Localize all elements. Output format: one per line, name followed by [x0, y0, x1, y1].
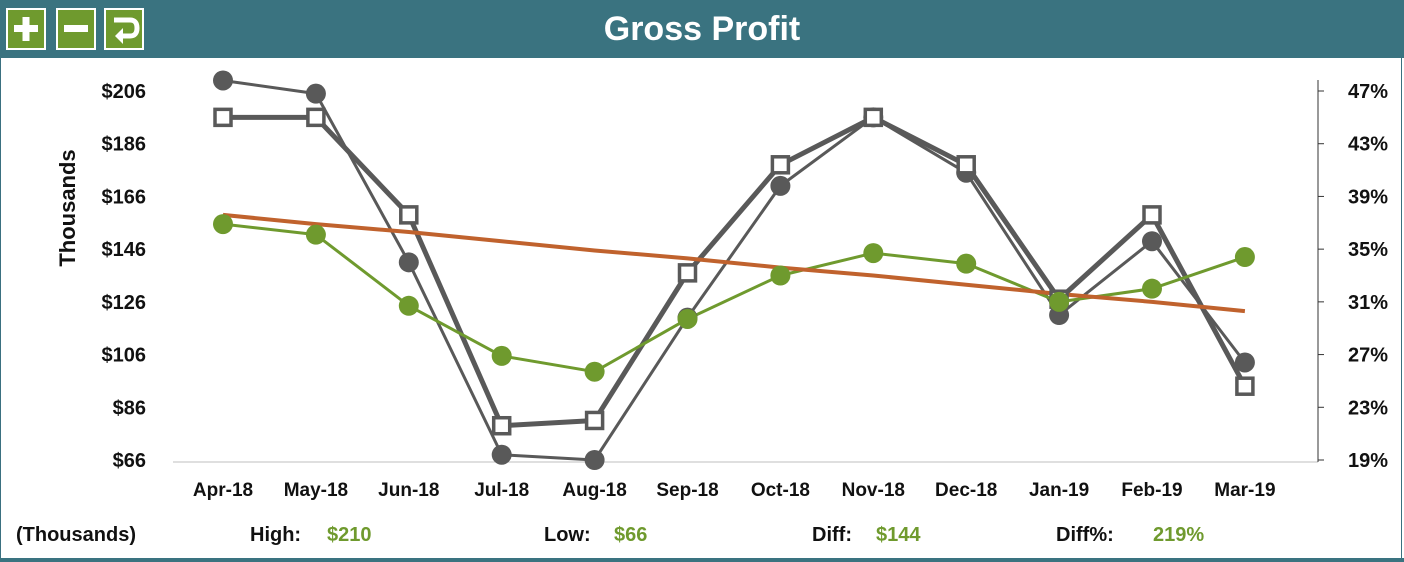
- series-line-1: [223, 114, 1248, 429]
- data-point: [305, 83, 326, 104]
- diff-value: $144: [876, 524, 921, 546]
- data-point: [863, 243, 884, 264]
- chart-title: Gross Profit: [603, 10, 801, 48]
- chart-header: [0, 0, 1404, 58]
- data-point: [213, 107, 233, 128]
- left-tick-label: $206: [102, 81, 147, 103]
- data-point: [306, 107, 326, 128]
- x-tick-label: Dec-18: [935, 480, 997, 501]
- zoom-in-button[interactable]: [6, 8, 46, 50]
- diff-label: Diff:: [812, 524, 852, 546]
- left-tick-label: $146: [102, 239, 147, 261]
- undo-icon: [114, 17, 140, 44]
- data-point: [213, 70, 233, 91]
- diffpct-value: 219%: [1153, 524, 1205, 546]
- right-tick-label: 27%: [1348, 345, 1388, 367]
- left-tick-label: $166: [102, 186, 147, 208]
- data-point: [1049, 291, 1070, 312]
- data-point: [677, 308, 698, 329]
- right-tick-label: 47%: [1348, 81, 1388, 103]
- y-axis-title: Thousands: [55, 149, 80, 266]
- right-tick-label: 39%: [1348, 186, 1388, 208]
- x-tick-label: Sep-18: [656, 480, 718, 501]
- data-point: [863, 107, 884, 128]
- plus-icon: [14, 17, 38, 41]
- data-point: [305, 224, 326, 245]
- x-tick-label: Jan-19: [1029, 480, 1089, 501]
- x-tick-label: Nov-18: [842, 480, 905, 501]
- right-tick-label: 43%: [1348, 134, 1388, 156]
- data-point: [770, 175, 791, 196]
- series-line-0: [222, 78, 1247, 462]
- x-tick-label: Jun-18: [378, 480, 439, 501]
- reset-button[interactable]: [104, 8, 144, 50]
- data-point: [956, 155, 976, 175]
- data-point: [398, 252, 419, 273]
- left-tick-label: $186: [102, 134, 147, 156]
- data-point: [213, 214, 233, 235]
- data-point: [398, 295, 419, 316]
- x-tick-label: Aug-18: [562, 480, 626, 501]
- units-label: (Thousands): [16, 524, 136, 546]
- left-tick-label: $66: [113, 450, 146, 472]
- data-point: [1142, 205, 1162, 225]
- data-point: [1234, 247, 1255, 268]
- data-point: [1235, 376, 1255, 396]
- data-point: [1234, 352, 1255, 373]
- x-tick-label: May-18: [284, 480, 348, 501]
- data-point: [491, 345, 512, 366]
- data-point: [1142, 231, 1162, 252]
- data-point: [770, 155, 791, 175]
- data-point: [399, 205, 419, 225]
- data-point: [584, 450, 605, 470]
- left-tick-label: $106: [102, 345, 147, 367]
- data-point: [677, 263, 698, 283]
- data-point: [956, 253, 977, 274]
- x-tick-label: Oct-18: [751, 480, 810, 501]
- x-tick-label: Feb-19: [1121, 480, 1182, 501]
- minus-icon: [64, 25, 88, 32]
- low-value: $66: [614, 524, 648, 546]
- x-tick-label: Mar-19: [1214, 480, 1275, 501]
- trendline: [222, 212, 1246, 314]
- right-tick-label: 35%: [1348, 239, 1388, 261]
- x-tick-label: Jul-18: [474, 480, 529, 501]
- right-tick-label: 31%: [1348, 292, 1388, 314]
- high-value: $210: [327, 524, 372, 546]
- line-chart: $206 $186 $166 $146 $126 $106 $86 $66 47% 43% 39% 3…: [55, 70, 1388, 501]
- data-point: [770, 265, 791, 286]
- data-point: [584, 410, 605, 431]
- diffpct-label: Diff%:: [1056, 524, 1114, 546]
- left-tick-label: $126: [102, 292, 147, 314]
- high-label: High:: [250, 524, 302, 546]
- data-point: [584, 361, 605, 382]
- data-point: [1142, 278, 1162, 299]
- footer-bar: [0, 558, 1404, 562]
- right-tick-label: 23%: [1348, 397, 1388, 419]
- low-label: Low:: [544, 524, 591, 546]
- x-tick-label: Apr-18: [193, 480, 253, 501]
- data-point: [491, 444, 512, 465]
- data-point: [491, 415, 512, 436]
- series-line-2: [222, 222, 1246, 374]
- left-tick-label: $86: [113, 397, 146, 419]
- right-tick-label: 19%: [1348, 450, 1388, 472]
- zoom-out-button[interactable]: [56, 8, 96, 50]
